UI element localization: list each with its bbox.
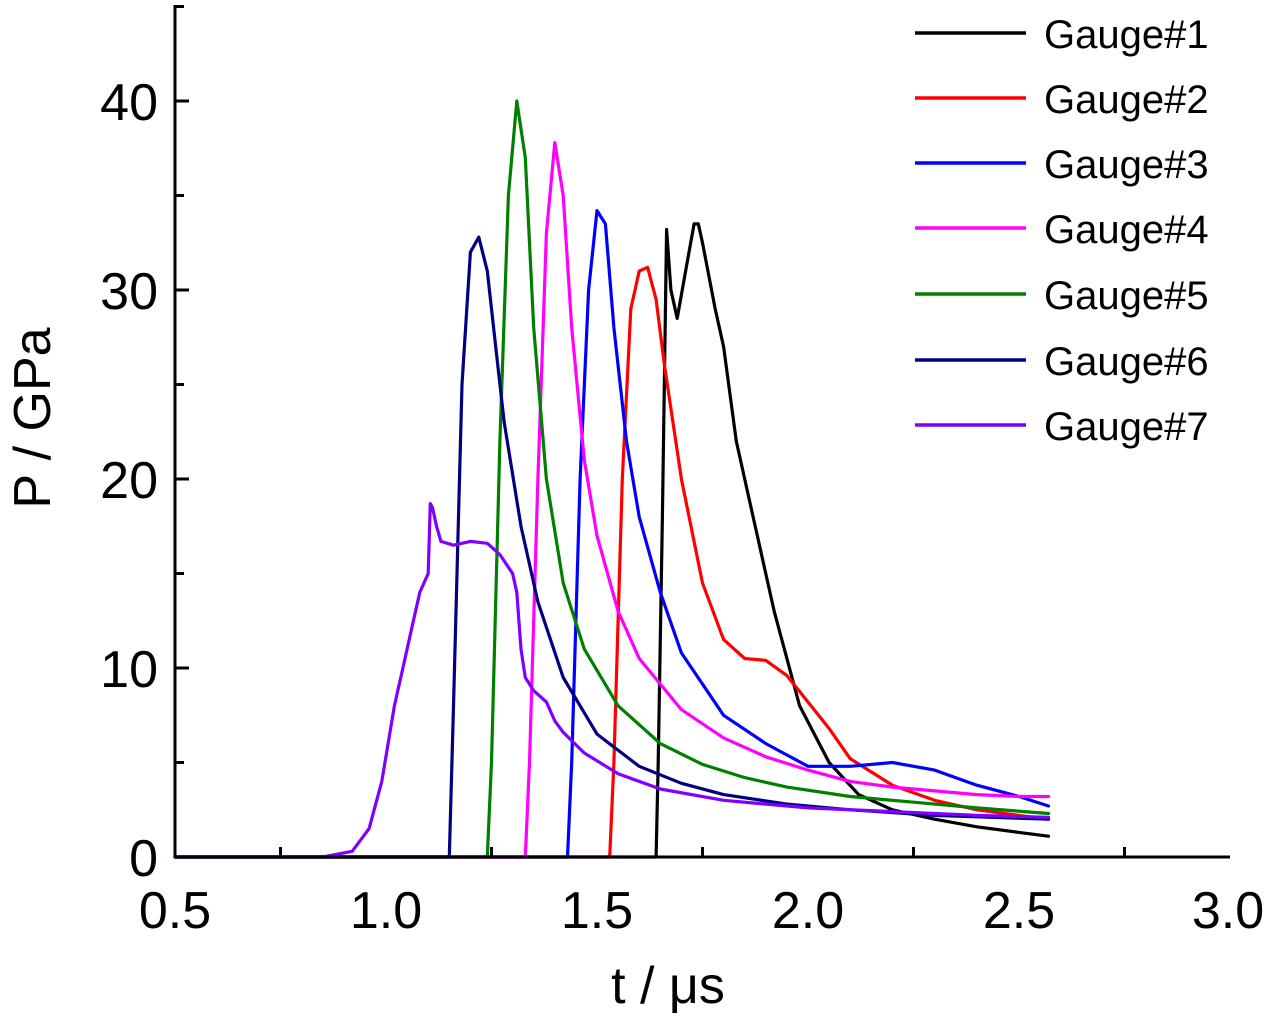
x-tick-label: 1.0 <box>350 882 422 940</box>
series-line <box>173 209 1051 859</box>
legend-label: Gauge#5 <box>1044 274 1209 318</box>
plot-area <box>173 5 1230 859</box>
series-line <box>173 141 1051 859</box>
y-tick-label: 20 <box>100 452 158 510</box>
ticks-layer <box>175 5 1126 857</box>
legend-label: Gauge#2 <box>1044 78 1209 122</box>
x-tick-label: 3.0 <box>1192 882 1264 940</box>
legend-label: Gauge#1 <box>1044 13 1209 57</box>
series-layer <box>173 99 1051 859</box>
series-line <box>173 502 1051 859</box>
x-tick-labels: 0.5 1.0 1.5 2.0 2.5 3.0 <box>139 882 1264 940</box>
legend-label: Gauge#7 <box>1044 405 1209 449</box>
legend-label: Gauge#6 <box>1044 340 1209 384</box>
series-line <box>173 265 1051 859</box>
y-axis-title: P / GPa <box>4 327 62 508</box>
y-tick-labels: 0 10 20 30 40 <box>100 74 158 888</box>
series-line <box>173 235 1051 859</box>
x-tick-label: 1.5 <box>561 882 633 940</box>
y-tick-label: 0 <box>129 830 158 888</box>
x-axis-title: t / μs <box>611 957 725 1015</box>
legend: Gauge#1 Gauge#2 Gauge#3 Gauge#4 Gauge#5 … <box>915 13 1209 449</box>
y-tick-label: 30 <box>100 263 158 321</box>
y-tick-label: 40 <box>100 74 158 132</box>
x-tick-label: 0.5 <box>139 882 211 940</box>
x-tick-label: 2.0 <box>772 882 844 940</box>
y-tick-label: 10 <box>100 641 158 699</box>
x-tick-label: 2.5 <box>983 882 1055 940</box>
legend-label: Gauge#4 <box>1044 208 1209 252</box>
legend-label: Gauge#3 <box>1044 143 1209 187</box>
